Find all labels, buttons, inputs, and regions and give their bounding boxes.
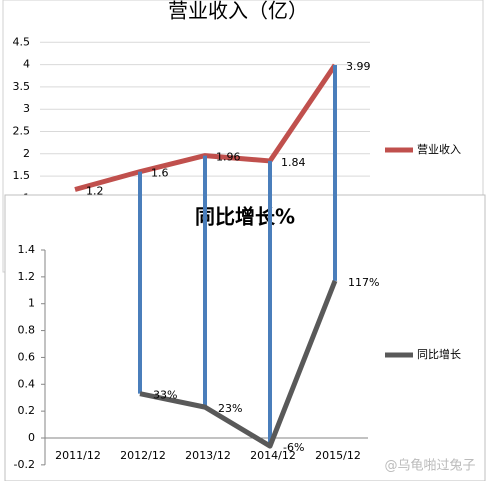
data-label: 1.2: [86, 184, 104, 197]
x-tick-label: 2013/12: [185, 449, 231, 462]
y-tick-label: 0.2: [18, 404, 36, 417]
x-tick-label: 2012/12: [120, 449, 166, 462]
chart-title: 营业收入（亿）: [168, 0, 308, 23]
y-tick-label: 2.5: [13, 125, 31, 138]
data-label: 117%: [348, 276, 379, 289]
y-tick-label: 4: [23, 58, 30, 71]
data-label: -6%: [283, 441, 304, 454]
x-tick-label: 2011/12: [55, 449, 101, 462]
legend-label: 营业收入: [417, 142, 461, 156]
data-label: 1.6: [151, 167, 169, 180]
y-tick-label: 2: [23, 147, 30, 160]
y-tick-label: 1.2: [18, 270, 36, 283]
data-label: 33%: [153, 389, 177, 402]
x-tick-label: 2014/12: [250, 449, 296, 462]
y-tick-label: 3.5: [13, 80, 31, 93]
y-tick-label: 3: [23, 102, 30, 115]
data-label: 23%: [218, 402, 242, 415]
y-tick-label: -0.2: [14, 458, 35, 471]
y-tick-label: 1.4: [18, 243, 36, 256]
x-tick-label: 2015/12: [315, 449, 361, 462]
y-tick-label: 0: [28, 431, 35, 444]
data-line: [139, 279, 338, 449]
y-tick-label: 0.4: [18, 377, 36, 390]
growth-chart: 同比增长% -0.2 0 0.2 0.4 0.6 0.8 1 1.2 1.4 2011/12 201…: [4, 194, 486, 481]
data-label: 3.99: [346, 60, 371, 73]
y-tick-label: 1.5: [13, 169, 31, 182]
y-tick-label: 1: [28, 297, 35, 310]
data-label: 1.84: [281, 156, 306, 169]
legend-label: 同比增长: [417, 347, 461, 361]
y-tick-label: 0.8: [18, 324, 36, 337]
watermark: @乌龟啪过兔子: [384, 458, 475, 474]
y-tick-label: 4.5: [13, 35, 31, 48]
data-label: 1.96: [216, 151, 241, 164]
y-tick-label: 0.6: [18, 350, 36, 363]
chart-title: 同比增长%: [195, 205, 295, 229]
overlay: 33% 23% -6% 117% 同比增长 1.2 1.6 1.96 1.84 3.99: [86, 60, 461, 454]
